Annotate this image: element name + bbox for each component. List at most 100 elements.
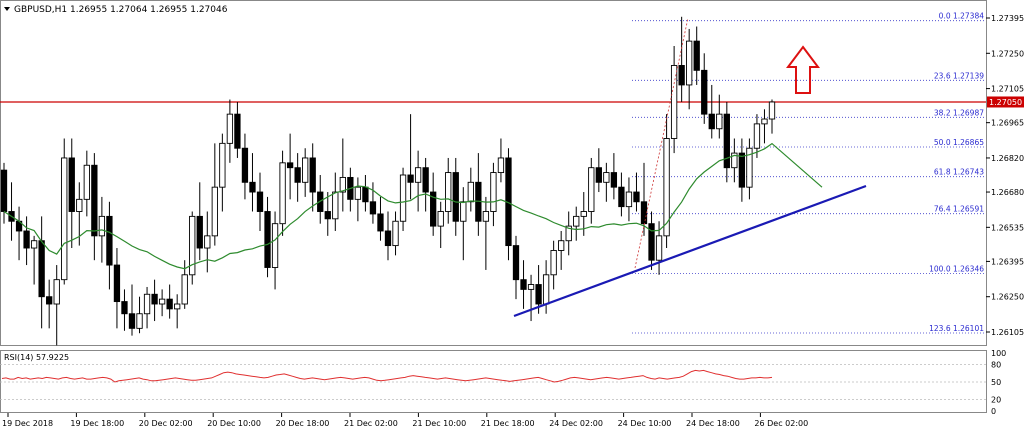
bearish-candle [701, 69, 708, 115]
bearish-candle [249, 181, 256, 193]
bullish-candle [490, 172, 497, 212]
bearish-candle [256, 191, 264, 212]
bearish-candle [640, 201, 648, 225]
bearish-candle [23, 230, 30, 249]
fib-level-label: 61.8 1.26743 [934, 168, 984, 177]
bearish-candle [384, 230, 392, 247]
bullish-candle [204, 235, 211, 249]
bearish-candle [128, 313, 136, 329]
bearish-candle [264, 211, 271, 268]
bullish-candle [663, 138, 670, 237]
bearish-candle [369, 201, 377, 215]
bullish-candle [625, 191, 633, 208]
bearish-candle [241, 147, 249, 183]
price-tick-label: 1.26965 [991, 119, 1024, 128]
bearish-candle [0, 169, 8, 212]
rsi-label: RSI(14) 57.9225 [4, 353, 69, 362]
up-arrow-icon [786, 45, 820, 94]
bullish-candle [686, 40, 693, 86]
rsi-level-label: 100 [991, 349, 1006, 358]
bearish-candle [520, 279, 527, 290]
bearish-candle [377, 213, 384, 232]
bullish-candle [302, 157, 309, 183]
bearish-candle [166, 298, 173, 310]
fib-level-label: 38.2 1.26987 [934, 108, 984, 117]
bullish-candle [670, 65, 678, 139]
bearish-candle [68, 157, 75, 212]
bearish-candle [121, 301, 128, 315]
time-tick-label: 20 Dec 02:00 [139, 419, 193, 428]
time-tick-label: 24 Dec 10:00 [618, 419, 672, 428]
time-tick-label: 19 Dec 2018 [2, 419, 53, 428]
price-tick-label: 1.26680 [991, 188, 1024, 197]
bearish-candle [610, 172, 618, 188]
time-tick-label: 20 Dec 10:00 [207, 419, 261, 428]
dropdown-triangle-icon[interactable] [4, 7, 10, 11]
bullish-candle [399, 174, 407, 222]
price-tick-label: 1.27105 [991, 85, 1024, 94]
bearish-candle [535, 284, 542, 305]
bearish-candle [678, 65, 685, 86]
time-tick-label: 21 Dec 18:00 [481, 419, 535, 428]
fib-level-label: 50.0 1.26865 [934, 138, 984, 147]
price-axis: 1.27395 1.27250 1.27105 1.26965 1.26820 1.266… [986, 14, 1024, 337]
bullish-candle [61, 157, 68, 281]
moving-average-line [3, 142, 823, 270]
bearish-candle [648, 223, 655, 261]
current-price-tag: 1.27050 [987, 96, 1024, 108]
bullish-candle [467, 181, 474, 203]
time-tick-label: 26 Dec 02:00 [754, 419, 808, 428]
symbol-label: GBPUSD,H1 [14, 5, 67, 15]
bullish-candle [573, 215, 580, 227]
bearish-candle [294, 167, 301, 183]
bullish-candle [558, 240, 565, 251]
bearish-candle [196, 215, 203, 249]
bullish-candle [527, 284, 535, 290]
rsi-level-label: 50 [991, 378, 1001, 387]
fib-level-label: 23.6 1.27139 [934, 71, 984, 80]
bearish-candle [91, 164, 98, 237]
bearish-candle [46, 296, 53, 305]
bearish-candle [595, 167, 602, 183]
bullish-candle [603, 172, 610, 183]
bullish-candle [354, 186, 362, 200]
time-tick-label: 21 Dec 10:00 [412, 419, 466, 428]
chart-header: GBPUSD,H1 1.26955 1.27064 1.26955 1.2704… [4, 5, 228, 15]
bullish-candle [189, 215, 196, 276]
bullish-candle [746, 147, 753, 188]
rsi-axis: 100 80 50 20 0 [991, 349, 1006, 416]
time-tick-label: 24 Dec 18:00 [686, 419, 740, 428]
bullish-candle [30, 240, 38, 249]
time-tick-label: 24 Dec 02:00 [549, 419, 603, 428]
candlesticks [0, 16, 776, 346]
rsi-line [1, 369, 773, 383]
bullish-candle [731, 152, 738, 169]
bearish-candle [693, 40, 700, 71]
bearish-candle [309, 157, 316, 193]
price-tick-label: 1.27395 [991, 14, 1024, 23]
rsi-levels [0, 364, 986, 400]
rsi-level-label: 80 [991, 361, 1001, 370]
bullish-candle [542, 274, 550, 305]
time-axis: 19 Dec 2018 19 Dec 18:00 20 Dec 02:00 20 De… [2, 413, 808, 428]
fib-level-label: 0.0 1.27384 [939, 12, 985, 21]
bullish-candle [437, 211, 444, 227]
bearish-candle [113, 264, 121, 303]
bearish-candle [633, 191, 640, 203]
fib-level-label: 123.6 1.26101 [929, 324, 984, 333]
rsi-level-label: 20 [991, 395, 1001, 404]
price-tick-label: 1.26820 [991, 154, 1024, 163]
bullish-candle [174, 303, 181, 310]
bullish-candle [339, 176, 346, 193]
bullish-candle [181, 274, 188, 305]
bullish-candle [226, 113, 234, 144]
bearish-candle [708, 113, 715, 130]
support-trendline[interactable] [513, 184, 867, 318]
time-tick-label: 19 Dec 18:00 [70, 419, 124, 428]
bullish-candle [53, 279, 60, 305]
time-tick-label: 20 Dec 18:00 [276, 419, 330, 428]
ohlc-label: 1.26955 1.27064 1.26955 1.27046 [70, 5, 228, 15]
bullish-candle [460, 201, 467, 222]
price-tick-label: 1.26395 [991, 257, 1024, 266]
